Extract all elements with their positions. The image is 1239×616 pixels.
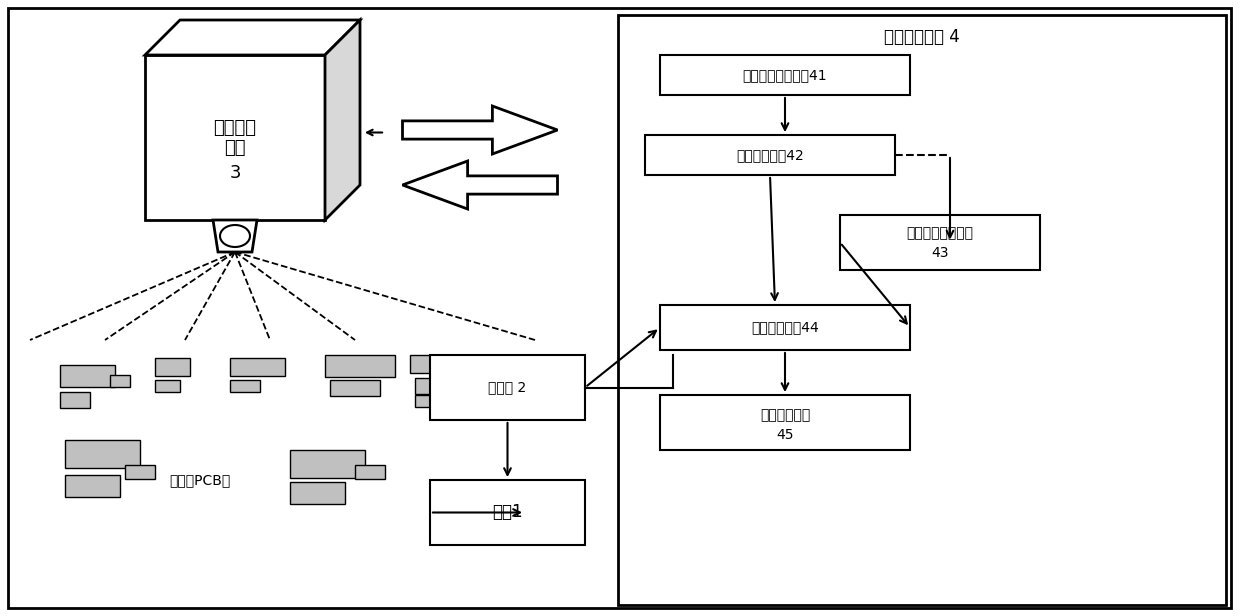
Polygon shape xyxy=(145,20,361,55)
Text: 第二图像相减单元: 第二图像相减单元 xyxy=(907,226,974,240)
Text: 第一图像相减单元41: 第一图像相减单元41 xyxy=(742,68,828,82)
Text: 图像求和单元42: 图像求和单元42 xyxy=(736,148,804,162)
Text: 45: 45 xyxy=(777,428,794,442)
Bar xyxy=(660,305,909,350)
Text: 模块: 模块 xyxy=(224,139,245,156)
Text: 图像显示单元: 图像显示单元 xyxy=(760,408,810,422)
Bar xyxy=(330,380,380,396)
Text: 图像采集: 图像采集 xyxy=(213,118,256,137)
Bar xyxy=(430,355,585,420)
Bar xyxy=(356,465,385,479)
Bar xyxy=(660,395,909,450)
Bar xyxy=(155,358,190,376)
Bar xyxy=(125,465,155,479)
Text: 锁相器 2: 锁相器 2 xyxy=(488,381,527,394)
Text: 3: 3 xyxy=(229,163,240,182)
Bar xyxy=(415,395,445,407)
Bar xyxy=(110,375,130,387)
Bar xyxy=(145,55,325,220)
Polygon shape xyxy=(403,161,558,209)
Bar xyxy=(840,215,1040,270)
Polygon shape xyxy=(403,106,558,154)
Text: 电源1: 电源1 xyxy=(492,503,523,522)
Text: 图像输出单元44: 图像输出单元44 xyxy=(751,320,819,334)
Bar xyxy=(64,475,120,497)
Bar xyxy=(415,378,455,394)
Bar xyxy=(290,482,344,504)
Bar xyxy=(230,358,285,376)
Bar xyxy=(325,355,395,377)
Bar xyxy=(64,440,140,468)
Text: 被测试PCB板: 被测试PCB板 xyxy=(170,473,230,487)
Polygon shape xyxy=(213,220,256,252)
Bar xyxy=(290,450,366,478)
Bar xyxy=(646,135,895,175)
Bar xyxy=(230,380,260,392)
Bar xyxy=(660,55,909,95)
Bar xyxy=(430,480,585,545)
Bar xyxy=(455,358,501,380)
Bar xyxy=(410,355,460,373)
Bar xyxy=(59,365,115,387)
Bar xyxy=(59,392,90,408)
Polygon shape xyxy=(325,20,361,220)
Text: 43: 43 xyxy=(932,246,949,260)
Bar xyxy=(155,380,180,392)
Text: 图像处理模块 4: 图像处理模块 4 xyxy=(885,28,960,46)
Bar xyxy=(618,15,1227,605)
Polygon shape xyxy=(15,340,565,598)
